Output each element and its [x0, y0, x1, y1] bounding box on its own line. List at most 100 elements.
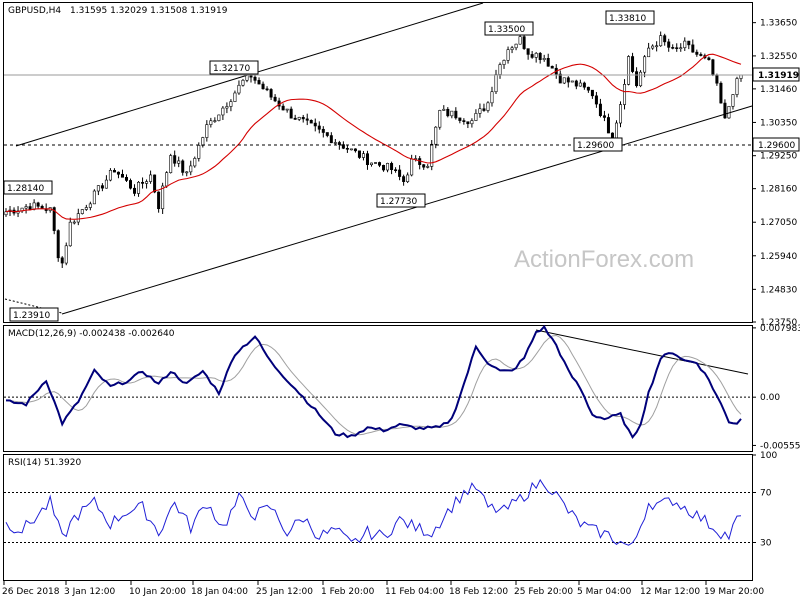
candle — [213, 117, 217, 123]
macd-title: MACD(12,26,9) -0.002438 -0.002640 — [8, 329, 175, 339]
candle — [506, 46, 510, 64]
candle — [341, 141, 345, 150]
candle — [546, 53, 550, 67]
candle — [169, 153, 173, 174]
candle — [582, 81, 586, 90]
candle — [695, 49, 699, 57]
candle-body — [261, 83, 265, 90]
candle-body — [84, 207, 88, 210]
candle-body — [52, 207, 56, 231]
candle — [96, 185, 100, 196]
candle-body — [470, 120, 474, 125]
y-tick-label: 1.23750 — [760, 318, 797, 328]
candle — [643, 55, 647, 78]
candle — [285, 108, 289, 113]
candle-body — [482, 108, 486, 111]
candle-body — [602, 115, 606, 118]
candle-body — [546, 58, 550, 67]
candle — [56, 229, 60, 262]
moving-average-series — [5, 53, 742, 220]
candle — [68, 217, 72, 247]
candle-body — [434, 126, 438, 145]
candle — [671, 44, 675, 50]
candle-body — [149, 174, 153, 182]
candle — [462, 118, 466, 125]
candle-body — [273, 96, 277, 102]
candle-body — [570, 80, 574, 83]
candle-body — [161, 185, 165, 210]
candle-body — [382, 165, 386, 171]
macd-line — [5, 324, 742, 440]
candle-body — [157, 191, 161, 210]
macd-series: 0.007983 0.00 -0.005559 — [4, 324, 800, 451]
candle-body — [679, 47, 683, 50]
candle — [606, 113, 610, 134]
candle — [631, 52, 635, 74]
annotation-label: 1.32170 — [213, 64, 250, 74]
candle — [209, 117, 213, 128]
candle — [426, 164, 430, 169]
x-tick-label: 18 Jan 04:00 — [191, 587, 248, 597]
candle — [145, 179, 149, 189]
candle — [490, 86, 494, 107]
x-tick-label: 25 Jan 12:00 — [256, 587, 313, 597]
candle — [454, 107, 458, 120]
candle — [647, 42, 651, 58]
candle-body — [426, 166, 430, 168]
candle-body — [213, 120, 217, 122]
candle — [345, 144, 349, 153]
annotation-box — [605, 10, 655, 25]
candle — [663, 33, 667, 46]
candle-body — [193, 158, 197, 167]
candle-body — [594, 95, 598, 105]
candle — [261, 81, 265, 90]
candle — [189, 160, 193, 176]
candle-body — [177, 160, 181, 164]
candle-body — [458, 117, 462, 121]
macd-y-tick-label: 0.007983 — [760, 324, 800, 334]
candle — [177, 156, 181, 168]
candle — [124, 174, 128, 182]
candle-body — [153, 174, 157, 193]
candle — [719, 81, 723, 104]
candle — [337, 140, 341, 150]
candle — [434, 126, 438, 149]
y-tick-label: 1.29250 — [760, 152, 797, 162]
candle-body — [687, 40, 691, 46]
candle-body — [56, 230, 60, 259]
candle-body — [715, 74, 719, 84]
x-tick-label: 1 Feb 20:00 — [321, 587, 375, 597]
candle-body — [390, 163, 394, 171]
candle — [76, 208, 80, 226]
candle-body — [225, 106, 229, 109]
candle-body — [374, 162, 378, 164]
time-axis: 26 Dec 2018 3 Jan 12:00 10 Jan 20:00 18 Jan… — [2, 580, 764, 597]
candle-body — [116, 171, 120, 175]
candle-body — [510, 47, 514, 50]
candle-body — [289, 108, 293, 119]
candle-body — [731, 94, 735, 107]
candle — [72, 220, 76, 225]
candle — [683, 37, 687, 51]
candle-body — [257, 80, 261, 85]
candle-body — [100, 185, 104, 189]
candle-body — [394, 169, 398, 172]
candle — [386, 162, 390, 173]
candle-body — [671, 47, 675, 49]
candle — [530, 51, 534, 59]
annotation-box — [9, 307, 59, 322]
candle — [241, 78, 245, 87]
macd-y-tick-label: 0.00 — [760, 393, 780, 403]
candle — [116, 171, 120, 179]
candle — [446, 107, 450, 118]
candle-body — [707, 57, 711, 61]
candle-body — [353, 148, 357, 152]
candle-body — [341, 144, 345, 149]
candle — [594, 91, 598, 108]
candle — [402, 174, 406, 186]
candle-body — [297, 116, 301, 120]
candle-body — [574, 80, 578, 87]
x-tick-label: 19 Mar 20:00 — [704, 587, 764, 597]
candle — [518, 34, 522, 45]
candle — [691, 39, 695, 53]
